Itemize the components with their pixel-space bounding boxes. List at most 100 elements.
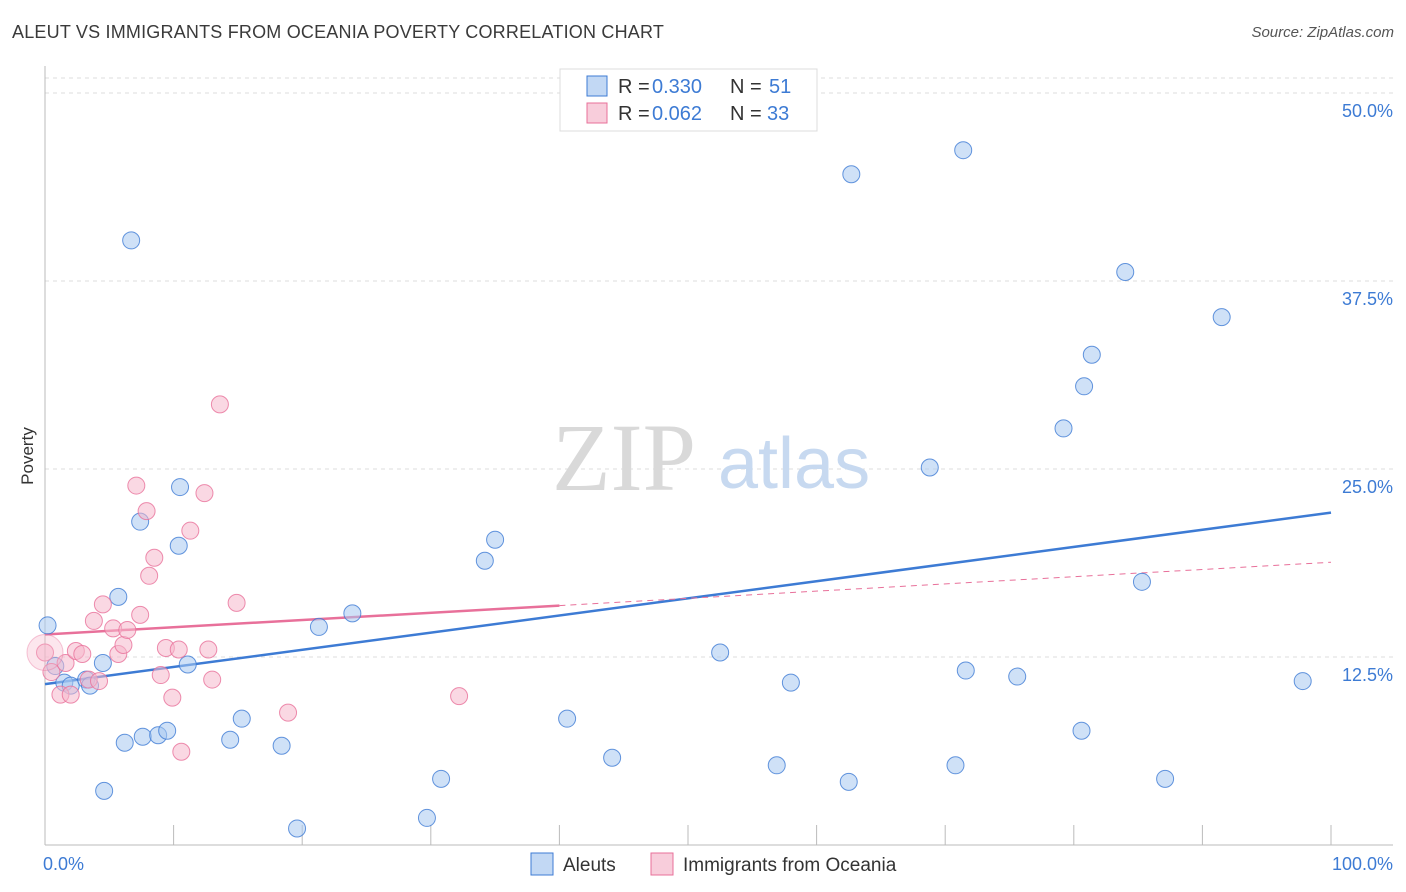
aleut-point bbox=[1212, 308, 1231, 327]
oceania-point bbox=[137, 502, 156, 521]
bottom-legend-swatch-aleuts bbox=[530, 852, 554, 876]
aleut-point bbox=[1054, 419, 1073, 438]
legend-n-value: 33 bbox=[767, 103, 789, 125]
aleut-point bbox=[475, 551, 494, 570]
oceania-point bbox=[36, 643, 54, 662]
oceania-point bbox=[84, 611, 103, 630]
data-points bbox=[26, 141, 1312, 838]
oceania-point bbox=[131, 605, 150, 624]
oceania-point bbox=[169, 640, 188, 659]
aleut-point bbox=[1075, 377, 1094, 396]
tick-labels: 12.5% 25.0% 37.5% 50.0% 0.0% 100.0% bbox=[43, 101, 1393, 874]
aleut-point bbox=[1156, 769, 1175, 788]
oceania-point-large bbox=[26, 633, 64, 671]
oceania-point bbox=[151, 666, 170, 685]
bottom-legend-swatch-oceania bbox=[650, 852, 674, 876]
oceania-point bbox=[90, 672, 109, 691]
oceania-point bbox=[114, 635, 133, 654]
aleut-point bbox=[946, 756, 965, 775]
aleut-point bbox=[920, 458, 939, 477]
bottom-legend-label-oceania: Immigrants from Oceania bbox=[683, 855, 897, 876]
aleut-point bbox=[1293, 672, 1312, 691]
oceania-point bbox=[210, 395, 229, 414]
oceania-point bbox=[42, 663, 61, 682]
aleut-trend-line bbox=[44, 511, 1332, 686]
oceania-point bbox=[163, 688, 182, 707]
aleut-point bbox=[272, 736, 291, 755]
source-label: Source: ZipAtlas.com bbox=[1251, 24, 1394, 41]
aleut-point bbox=[1008, 667, 1027, 686]
aleut-point bbox=[221, 730, 240, 749]
aleut-point bbox=[288, 819, 307, 838]
aleut-point bbox=[842, 165, 861, 184]
oceania-point bbox=[172, 742, 191, 761]
aleut-point bbox=[93, 654, 112, 673]
oceania-point bbox=[127, 476, 146, 495]
aleut-point bbox=[1072, 721, 1091, 740]
oceania-point bbox=[227, 593, 246, 612]
axes bbox=[44, 66, 1393, 846]
oceania-point bbox=[61, 685, 80, 704]
aleut-point bbox=[486, 530, 505, 549]
oceania-point bbox=[140, 566, 159, 585]
oceania-point bbox=[450, 687, 469, 706]
aleut-point bbox=[417, 808, 436, 827]
legend-swatch-oceania bbox=[586, 102, 608, 124]
aleut-point bbox=[169, 536, 188, 555]
correlation-legend: R = 0.330 N = 51 R = 0.062 N = 33 bbox=[559, 68, 818, 132]
watermark: ZIP atlas bbox=[552, 404, 870, 511]
aleut-point bbox=[1132, 572, 1151, 591]
y-tick-label: 12.5% bbox=[1342, 665, 1393, 685]
oceania-point bbox=[181, 521, 200, 540]
aleut-point bbox=[109, 587, 128, 606]
watermark-zip: ZIP bbox=[552, 404, 696, 511]
aleut-point bbox=[954, 141, 973, 160]
oceania-point bbox=[145, 548, 164, 567]
oceania-point bbox=[199, 640, 218, 659]
legend-n-label: N = bbox=[730, 103, 762, 125]
legend-r-value: 0.330 bbox=[652, 76, 702, 98]
oceania-point bbox=[93, 595, 112, 614]
legend-n-label: N = bbox=[730, 76, 762, 98]
aleut-point bbox=[133, 727, 152, 746]
aleut-point bbox=[1082, 345, 1101, 364]
chart-title: ALEUT VS IMMIGRANTS FROM OCEANIA POVERTY… bbox=[12, 22, 665, 42]
aleut-point bbox=[781, 673, 800, 692]
legend-n-value: 51 bbox=[769, 76, 791, 98]
aleut-point bbox=[343, 604, 362, 623]
aleut-point bbox=[309, 617, 328, 636]
y-axis-title: Poverty bbox=[18, 427, 37, 485]
y-tick-label: 37.5% bbox=[1342, 289, 1393, 309]
oceania-point bbox=[56, 654, 75, 673]
aleut-point bbox=[158, 721, 177, 740]
legend-swatch-aleuts bbox=[586, 75, 608, 97]
aleut-point bbox=[558, 709, 577, 728]
x-tick-label-min: 0.0% bbox=[43, 854, 84, 874]
legend-r-label: R = bbox=[618, 103, 650, 125]
aleut-point bbox=[38, 616, 57, 635]
oceania-point bbox=[73, 645, 92, 664]
oceania-point bbox=[279, 703, 298, 722]
watermark-atlas: atlas bbox=[718, 424, 870, 504]
aleut-point bbox=[767, 756, 786, 775]
oceania-point bbox=[203, 670, 222, 689]
oceania-trend-line-dashed bbox=[559, 561, 1332, 607]
aleut-point bbox=[171, 478, 190, 497]
aleut-point bbox=[432, 769, 451, 788]
series-legend: Aleuts Immigrants from Oceania bbox=[530, 852, 897, 876]
bottom-legend-label-aleuts: Aleuts bbox=[563, 855, 616, 876]
legend-r-value: 0.062 bbox=[652, 103, 702, 125]
x-tick-label-max: 100.0% bbox=[1332, 854, 1393, 874]
y-tick-label: 25.0% bbox=[1342, 477, 1393, 497]
oceania-point bbox=[195, 484, 214, 503]
oceania-point bbox=[118, 620, 137, 639]
legend-r-label: R = bbox=[618, 76, 650, 98]
aleut-point bbox=[956, 661, 975, 680]
aleut-point bbox=[95, 781, 114, 800]
aleut-point bbox=[711, 643, 730, 662]
aleut-point bbox=[839, 772, 858, 791]
aleut-point bbox=[232, 709, 251, 728]
aleut-point bbox=[122, 231, 141, 250]
aleut-point bbox=[115, 733, 134, 752]
